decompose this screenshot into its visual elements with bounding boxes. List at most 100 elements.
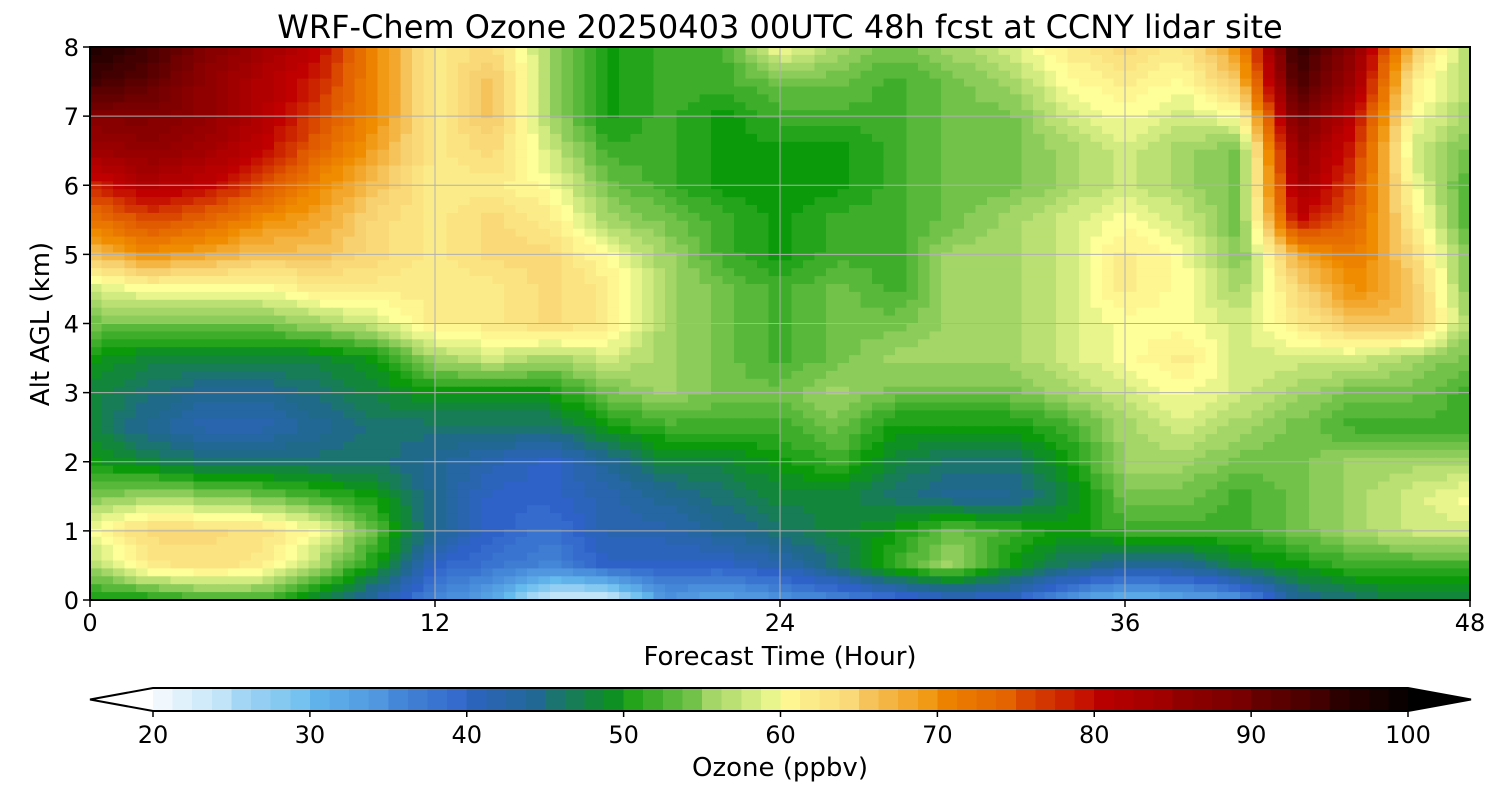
heatmap-cell: [1010, 252, 1023, 261]
heatmap-cell: [1240, 157, 1253, 167]
heatmap-cell: [239, 291, 252, 301]
heatmap-cell: [285, 284, 298, 293]
heatmap-cell: [952, 141, 965, 151]
heatmap-cell: [1033, 62, 1046, 72]
heatmap-cell: [1251, 47, 1264, 56]
heatmap-cell: [676, 299, 689, 309]
heatmap-cell: [757, 307, 770, 317]
heatmap-cell: [642, 339, 655, 348]
heatmap-cell: [1332, 205, 1345, 214]
heatmap-cell: [159, 339, 172, 348]
heatmap-cell: [791, 244, 804, 253]
heatmap-cell: [435, 110, 448, 119]
heatmap-cell: [504, 110, 517, 119]
heatmap-cell: [458, 54, 471, 64]
heatmap-cell: [377, 141, 390, 151]
heatmap-cell: [722, 141, 735, 151]
heatmap-cell: [1171, 347, 1184, 356]
heatmap-cell: [987, 197, 1000, 206]
heatmap-cell: [550, 126, 563, 135]
heatmap-cell: [596, 157, 609, 167]
heatmap-cell: [1274, 126, 1287, 135]
heatmap-cell: [550, 141, 563, 151]
heatmap-cell: [1274, 228, 1287, 238]
heatmap-cell: [1251, 299, 1264, 309]
heatmap-cell: [1079, 54, 1092, 64]
heatmap-cell: [1366, 189, 1379, 198]
heatmap-cell: [492, 149, 505, 159]
heatmap-cell: [458, 102, 471, 111]
heatmap-cell: [136, 86, 149, 95]
heatmap-cell: [320, 86, 333, 95]
heatmap-cell: [837, 78, 850, 88]
heatmap-cell: [1113, 220, 1126, 230]
heatmap-cell: [883, 212, 896, 222]
heatmap-cell: [1401, 54, 1414, 64]
heatmap-cell: [734, 62, 747, 72]
heatmap-cell: [538, 355, 551, 364]
heatmap-cell: [1263, 347, 1276, 356]
heatmap-cell: [458, 331, 471, 340]
heatmap-cell: [389, 339, 402, 348]
heatmap-cell: [1320, 284, 1333, 293]
heatmap-cell: [285, 236, 298, 246]
heatmap-cell: [803, 315, 816, 325]
heatmap-cell: [780, 268, 793, 277]
heatmap-cell: [596, 244, 609, 253]
heatmap-cell: [182, 197, 195, 206]
heatmap-cell: [918, 157, 931, 167]
heatmap-cell: [1228, 54, 1241, 64]
heatmap-cell: [400, 157, 413, 167]
heatmap-cell: [1251, 228, 1264, 238]
heatmap-cell: [1378, 284, 1391, 293]
heatmap-cell: [906, 62, 919, 72]
heatmap-cell: [389, 165, 402, 174]
heatmap-cell: [216, 323, 229, 332]
heatmap-cell: [1217, 54, 1230, 64]
heatmap-cell: [757, 370, 770, 380]
heatmap-cell: [941, 212, 954, 222]
heatmap-cell: [182, 62, 195, 72]
heatmap-cell: [1079, 70, 1092, 80]
heatmap-cell: [722, 220, 735, 230]
heatmap-cell: [607, 260, 620, 269]
heatmap-cell: [803, 252, 816, 261]
heatmap-cell: [205, 370, 218, 380]
heatmap-cell: [366, 118, 379, 127]
heatmap-cell: [1102, 141, 1115, 151]
heatmap-cell: [1010, 110, 1023, 119]
heatmap-cell: [952, 299, 965, 309]
heatmap-cell: [941, 47, 954, 56]
heatmap-cell: [205, 299, 218, 309]
heatmap-cell: [596, 165, 609, 174]
heatmap-cell: [1447, 110, 1460, 119]
heatmap-cell: [630, 370, 643, 380]
heatmap-cell: [1056, 291, 1069, 301]
heatmap-cell: [1458, 102, 1470, 111]
heatmap-cell: [423, 291, 436, 301]
heatmap-cell: [676, 370, 689, 380]
heatmap-cell: [1205, 54, 1218, 64]
heatmap-cell: [918, 252, 931, 261]
heatmap-cell: [1240, 149, 1253, 159]
heatmap-cell: [1297, 252, 1310, 261]
heatmap-cell: [1320, 276, 1333, 285]
heatmap-cell: [952, 118, 965, 127]
heatmap-cell: [1205, 291, 1218, 301]
heatmap-cell: [619, 173, 632, 182]
heatmap-cell: [354, 102, 367, 111]
heatmap-cell: [297, 197, 310, 206]
heatmap-cell: [1297, 157, 1310, 167]
heatmap-cell: [964, 252, 977, 261]
heatmap-cell: [596, 47, 609, 56]
heatmap-cell: [584, 236, 597, 246]
heatmap-cell: [354, 110, 367, 119]
heatmap-cell: [584, 47, 597, 56]
heatmap-cell: [1136, 189, 1149, 198]
heatmap-cell: [343, 54, 356, 64]
heatmap-cell: [780, 94, 793, 103]
heatmap-cell: [826, 141, 839, 151]
heatmap-cell: [147, 323, 160, 332]
heatmap-cell: [699, 102, 712, 111]
heatmap-cell: [377, 78, 390, 88]
